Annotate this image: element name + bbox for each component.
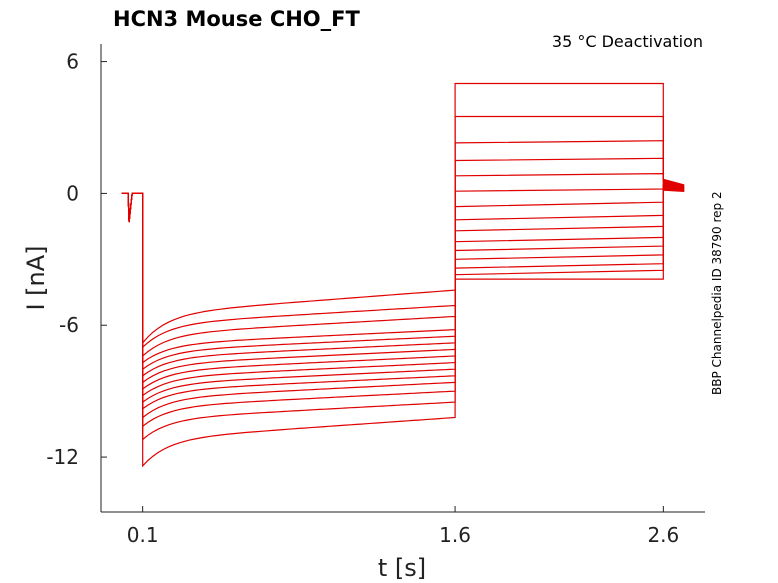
x-axis-label: t [s]	[378, 554, 426, 582]
y-tick-label: 6	[66, 50, 79, 74]
series-trace	[121, 115, 685, 349]
chart-subtitle: 35 °C Deactivation	[552, 32, 703, 51]
series-trace	[121, 187, 685, 419]
y-tick-label: 0	[66, 181, 79, 205]
series-trace	[121, 185, 685, 404]
series-trace	[121, 157, 685, 364]
series-trace	[121, 183, 685, 391]
series-trace	[121, 182, 685, 377]
y-axis-label: I [nA]	[22, 245, 50, 310]
chart-title: HCN3 Mouse CHO_FT	[113, 7, 360, 31]
series-trace	[121, 189, 685, 468]
series-trace	[121, 183, 685, 384]
axes	[100, 44, 705, 513]
y-tick-label: -6	[59, 313, 79, 337]
series-trace	[121, 187, 685, 428]
y-tick-label: -12	[46, 445, 79, 469]
x-tick-label: 0.1	[127, 523, 159, 547]
series-trace	[121, 188, 685, 441]
series-trace	[121, 140, 685, 358]
traces	[121, 82, 685, 468]
series-trace	[121, 184, 685, 397]
x-tick-label: 2.6	[647, 523, 679, 547]
x-tick-label: 1.6	[439, 523, 471, 547]
ticks: 0.1 1.6 2.6 6 0 -6 -12	[46, 50, 679, 547]
series-trace	[121, 186, 685, 410]
series-trace	[121, 172, 685, 371]
side-label: BBP Channelpedia ID 38790 rep 2	[710, 191, 724, 395]
series-trace	[121, 82, 685, 345]
